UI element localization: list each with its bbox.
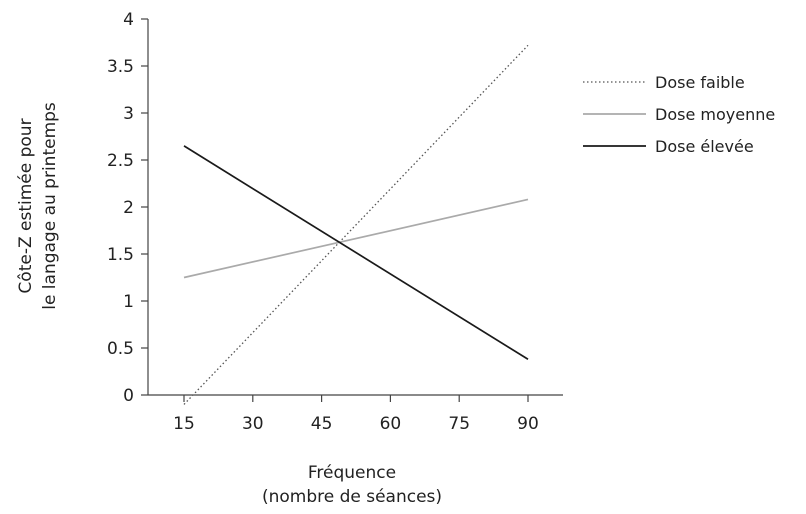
x-tick-label: 90 (517, 414, 539, 434)
x-tick-label: 45 (311, 414, 333, 434)
x-tick-label: 60 (380, 414, 402, 434)
series-line (183, 198, 529, 279)
x-axis-title-line-2: (nombre de séances) (262, 487, 442, 507)
x-axis-title-line-1: Fréquence (308, 463, 396, 483)
series-line (183, 145, 529, 361)
y-tick-label: 4 (123, 10, 134, 30)
y-axis-title-line-1: Côte-Z estimée pour (16, 118, 36, 293)
y-tick-label: 3 (123, 104, 134, 124)
legend-label: Dose élevée (655, 137, 754, 156)
legend-label: Dose moyenne (655, 105, 775, 124)
y-tick-label: 2.5 (107, 151, 134, 171)
y-tick-label: 2 (123, 198, 134, 218)
y-tick-label: 1.5 (107, 245, 134, 265)
y-tick-label: 1 (123, 292, 134, 312)
legend: Dose faible Dose moyenne Dose élevée (583, 73, 775, 156)
y-tick-label: 0.5 (107, 339, 134, 359)
x-tick-label: 30 (242, 414, 264, 434)
y-axis-title-line-2: le langage au printemps (40, 102, 60, 310)
series-lines (183, 44, 529, 405)
x-axis: 15 30 45 60 75 90 (148, 394, 563, 434)
x-tick-label: 75 (448, 414, 470, 434)
y-tick-label: 3.5 (107, 57, 134, 77)
y-tick-label: 0 (123, 386, 134, 406)
y-axis: 0 0.5 1 1.5 2 2.5 3 3.5 4 (107, 10, 149, 406)
legend-label: Dose faible (655, 73, 745, 92)
x-tick-label: 15 (173, 414, 195, 434)
series-line (183, 44, 529, 405)
